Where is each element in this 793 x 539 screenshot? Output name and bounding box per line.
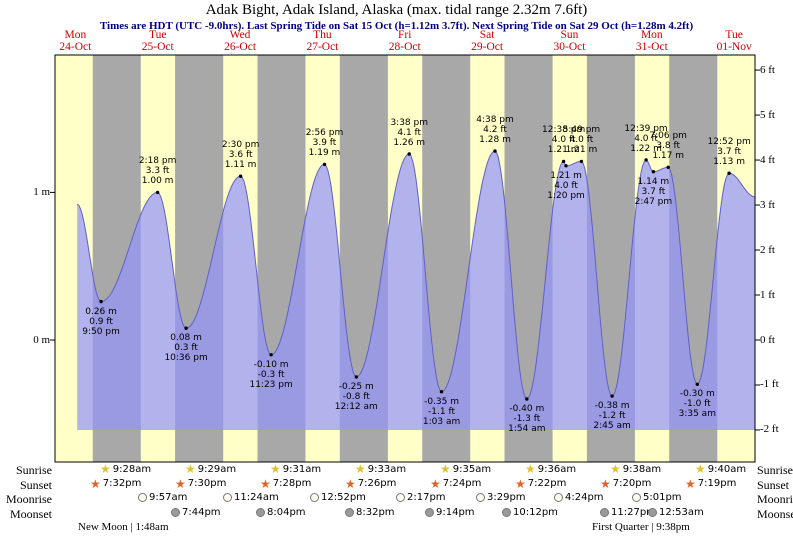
tide-extreme-marker — [561, 159, 566, 164]
tide-extreme-marker — [651, 170, 656, 174]
tide-extreme-marker — [322, 162, 327, 167]
tide-extreme-marker — [99, 299, 103, 304]
tide-extreme-marker — [525, 397, 529, 401]
tide-extreme-marker — [610, 394, 614, 398]
tide-extreme-marker — [238, 174, 243, 178]
tide-extreme-marker — [439, 390, 444, 394]
page-subtitle: Times are HDT (UTC -9.0hrs). Last Spring… — [99, 20, 694, 32]
tide-extreme-marker — [695, 382, 699, 386]
tide-extreme-marker — [666, 165, 670, 169]
tide-extreme-marker — [564, 164, 568, 168]
tide-extreme-marker — [269, 353, 273, 357]
tide-extreme-marker — [354, 375, 358, 379]
tide-curve-area — [77, 151, 755, 430]
tide-extreme-marker — [644, 158, 648, 162]
plot-border — [54, 54, 756, 463]
tide-extreme-marker — [155, 190, 160, 195]
tide-extreme-marker — [579, 159, 584, 164]
page-title: Adak Bight, Adak Island, Alaska (max. ti… — [205, 2, 588, 18]
tide-extreme-marker — [184, 326, 188, 330]
tide-extreme-marker — [493, 149, 497, 153]
tide-extreme-marker — [727, 171, 731, 175]
tide-extreme-marker — [407, 152, 411, 156]
